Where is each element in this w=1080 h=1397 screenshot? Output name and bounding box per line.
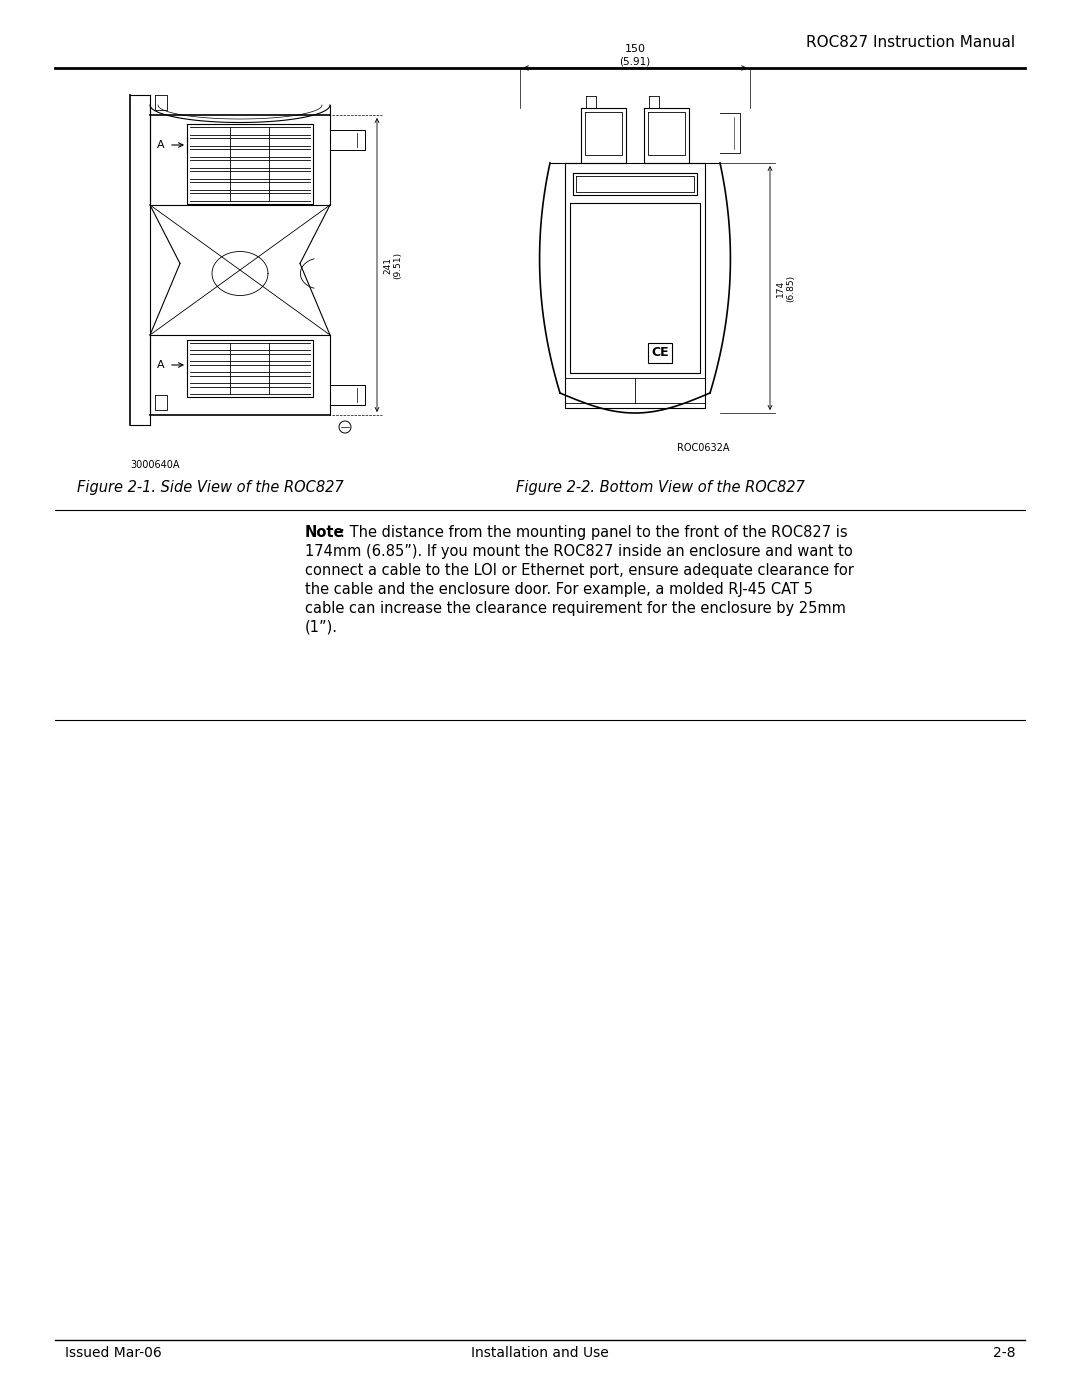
Text: : The distance from the mounting panel to the front of the ROC827 is: : The distance from the mounting panel t…	[340, 525, 848, 541]
Text: 174mm (6.85”). If you mount the ROC827 inside an enclosure and want to: 174mm (6.85”). If you mount the ROC827 i…	[305, 543, 853, 559]
Text: Figure 2-1. Side View of the ROC827: Figure 2-1. Side View of the ROC827	[77, 481, 343, 495]
Text: cable can increase the clearance requirement for the enclosure by 25mm: cable can increase the clearance require…	[305, 601, 846, 616]
Text: the cable and the enclosure door. For example, a molded RJ-45 CAT 5: the cable and the enclosure door. For ex…	[305, 583, 813, 597]
Text: 150: 150	[624, 43, 646, 54]
Text: connect a cable to the LOI or Ethernet port, ensure adequate clearance for: connect a cable to the LOI or Ethernet p…	[305, 563, 854, 578]
Text: A: A	[158, 140, 165, 149]
Text: 2-8: 2-8	[993, 1345, 1015, 1361]
Text: Installation and Use: Installation and Use	[471, 1345, 609, 1361]
Text: Figure 2-2. Bottom View of the ROC827: Figure 2-2. Bottom View of the ROC827	[515, 481, 805, 495]
Text: Note: Note	[305, 525, 345, 541]
Text: 174
(6.85): 174 (6.85)	[777, 274, 795, 302]
Text: 241
(9.51): 241 (9.51)	[383, 251, 403, 278]
Text: (5.91): (5.91)	[619, 56, 650, 66]
Text: (1”).: (1”).	[305, 620, 338, 636]
Text: Issued Mar-06: Issued Mar-06	[65, 1345, 162, 1361]
Text: ROC0632A: ROC0632A	[677, 443, 730, 453]
Text: ROC827 Instruction Manual: ROC827 Instruction Manual	[806, 35, 1015, 50]
Text: 3000640A: 3000640A	[130, 460, 179, 469]
Text: A: A	[158, 360, 165, 370]
Text: CE: CE	[651, 346, 669, 359]
